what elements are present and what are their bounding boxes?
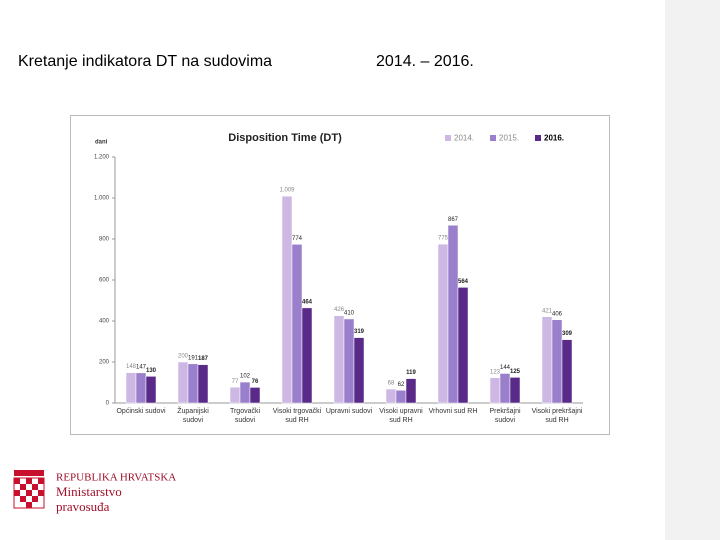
value-label: 144 [500, 365, 511, 371]
legend-label: 2014. [454, 134, 474, 143]
bar [135, 372, 147, 404]
value-label: 148 [126, 364, 137, 370]
value-label: 102 [240, 374, 251, 380]
y-tick-label: 1.000 [94, 196, 110, 202]
y-tick-label: 600 [99, 278, 110, 284]
value-label: 867 [448, 217, 459, 223]
legend-swatch [445, 135, 451, 141]
bar [343, 318, 355, 404]
bar [353, 337, 365, 404]
x-tick-label: Trgovački sudovi [229, 408, 261, 424]
slide-title: Kretanje indikatora DT na sudovima [18, 53, 272, 70]
bar [447, 225, 459, 404]
value-label: 62 [398, 382, 405, 388]
y-axis-label: dani [95, 140, 108, 146]
bar [561, 339, 573, 404]
y-tick-label: 400 [99, 319, 110, 325]
legend-label: 2016. [544, 134, 564, 143]
x-tick-label: Prekršajni sudovi [489, 408, 521, 424]
logo-line: pravosuđa [56, 499, 110, 514]
x-tick-label: Općinski sudovi [116, 408, 166, 415]
x-tick-label: Visoki trgovački sud RH [272, 408, 322, 424]
bar [385, 388, 397, 404]
bar [239, 381, 251, 404]
bar [177, 361, 189, 404]
legend-swatch [490, 135, 496, 141]
bar [395, 390, 407, 404]
y-tick-label: 800 [99, 237, 110, 243]
value-label: 406 [552, 311, 563, 317]
bar [125, 372, 137, 404]
bar [457, 287, 469, 404]
value-label: 77 [232, 379, 239, 385]
coat-of-arms [13, 470, 45, 509]
value-label: 774 [292, 236, 303, 242]
legend-swatch [535, 135, 541, 141]
bar [489, 377, 501, 404]
bar [291, 244, 303, 404]
chart-title: Disposition Time (DT) [228, 132, 342, 144]
value-label: 775 [438, 236, 449, 242]
value-label: 564 [458, 279, 469, 285]
value-label: 319 [354, 329, 365, 335]
bar [281, 195, 293, 404]
value-label: 123 [490, 369, 501, 375]
y-tick-label: 200 [99, 360, 110, 366]
value-label: 68 [388, 381, 395, 387]
value-label: 421 [542, 308, 553, 314]
value-label: 119 [406, 370, 416, 376]
bar [333, 315, 345, 404]
logo-line: Ministarstvo [56, 484, 122, 499]
bar [229, 386, 241, 404]
value-label: 147 [136, 364, 147, 370]
value-label: 187 [198, 356, 209, 362]
bar [437, 243, 449, 404]
slide-period: 2014. – 2016. [376, 53, 474, 70]
x-tick-label: Visoki upravni sud RH [379, 408, 423, 424]
bar [541, 316, 553, 404]
y-tick-label: 0 [106, 401, 110, 407]
logo: REPUBLIKA HRVATSKA Ministarstvo pravosuđ… [13, 470, 176, 514]
value-label: 426 [334, 307, 345, 313]
bar [301, 307, 313, 404]
bar [551, 319, 563, 404]
x-tick-label: Visoki prekršajni sud RH [531, 408, 583, 424]
value-label: 130 [146, 368, 157, 374]
value-label: 200 [178, 354, 189, 360]
value-label: 464 [302, 299, 313, 305]
x-tick-label: Županijski sudovi [177, 408, 209, 424]
value-label: 76 [252, 379, 259, 385]
bar [499, 373, 511, 404]
bar [197, 364, 209, 404]
y-tick-label: 1.200 [94, 155, 110, 161]
legend-label: 2015. [499, 134, 519, 143]
x-tick-label: Vrhovni sud RH [428, 408, 478, 415]
value-label: 191 [188, 355, 199, 361]
bar [405, 378, 417, 404]
x-tick-label: Upravni sudovi [325, 408, 373, 415]
value-label: 410 [344, 311, 355, 317]
logo-line: REPUBLIKA HRVATSKA [56, 472, 176, 484]
value-label: 309 [562, 331, 573, 337]
bar [145, 376, 157, 404]
value-label: 125 [510, 369, 521, 375]
side-band [665, 0, 720, 540]
bar [249, 387, 261, 404]
bar [509, 377, 521, 404]
value-label: 1.009 [279, 188, 295, 194]
bar [187, 363, 199, 404]
